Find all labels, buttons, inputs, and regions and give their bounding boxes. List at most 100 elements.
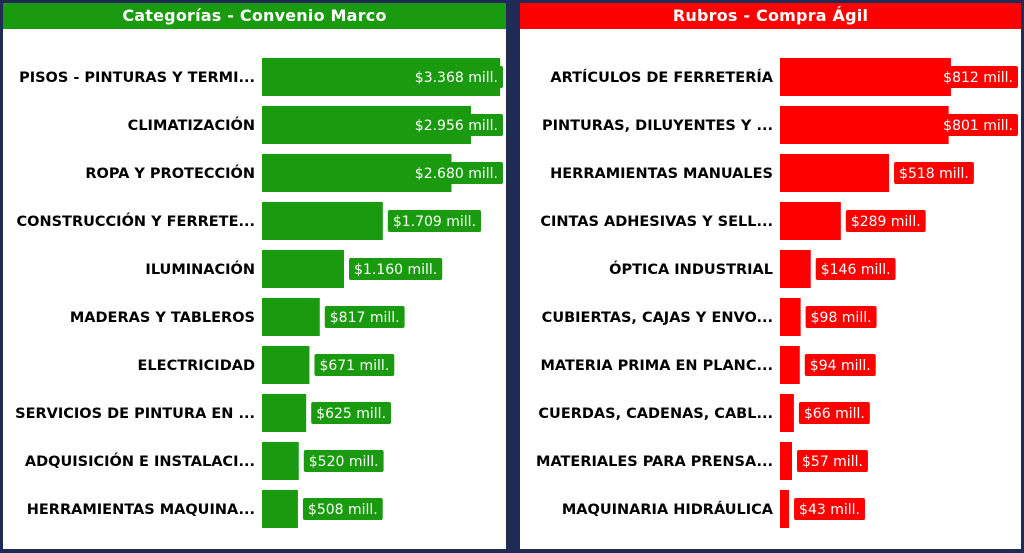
- value-label: $1.709 mill.: [393, 214, 476, 230]
- category-label: ELECTRICIDAD: [138, 358, 255, 374]
- bar-row: ELECTRICIDAD $671 mill.: [138, 346, 395, 384]
- category-label: MATERIALES PARA PRENSA...: [536, 454, 773, 470]
- value-label-background: [314, 354, 395, 376]
- category-label: CLIMATIZACIÓN: [128, 116, 255, 134]
- value-label-background: [798, 402, 870, 424]
- bar: [262, 202, 383, 240]
- category-label: PISOS - PINTURAS Y TERMI...: [19, 70, 255, 86]
- bar-row: CLIMATIZACIÓN $2.956 mill.: [128, 106, 503, 144]
- category-label: HERRAMIENTAS MAQUINA...: [27, 502, 255, 518]
- bar: [780, 250, 811, 288]
- bar-row: HERRAMIENTAS MANUALES $518 mill.: [550, 154, 974, 192]
- bar: [780, 202, 841, 240]
- value-label-background: [794, 498, 865, 520]
- bar: [780, 106, 949, 144]
- value-label-background: [302, 498, 383, 520]
- bar-row: ROPA Y PROTECCIÓN $2.680 mill.: [85, 154, 503, 192]
- value-label-background: [387, 210, 482, 232]
- value-label: $671 mill.: [319, 358, 389, 374]
- category-label: MADERAS Y TABLEROS: [70, 310, 255, 326]
- bar-row: CINTAS ADHESIVAS Y SELL... $289 mill.: [540, 202, 926, 240]
- value-label-background: [815, 258, 896, 280]
- category-label: HERRAMIENTAS MANUALES: [550, 166, 773, 182]
- bar: [262, 250, 345, 288]
- value-label-background: [349, 258, 443, 280]
- value-label: $625 mill.: [316, 406, 386, 422]
- category-label: MATERIA PRIMA EN PLANC...: [540, 358, 773, 374]
- bar: [262, 394, 307, 432]
- value-label-background: [805, 306, 877, 328]
- value-label-background: [938, 114, 1018, 136]
- bar: [780, 394, 794, 432]
- value-label: $812 mill.: [943, 70, 1013, 86]
- bar-row: MAQUINARIA HIDRÁULICA $43 mill.: [562, 490, 865, 528]
- value-label-background: [303, 450, 384, 472]
- bar-row: PINTURAS, DILUYENTES Y ... $801 mill.: [542, 106, 1018, 144]
- category-label: ADQUISICIÓN E INSTALACI...: [25, 452, 255, 470]
- bar-row: CONSTRUCCIÓN Y FERRETE... $1.709 mill.: [17, 202, 482, 240]
- value-label-background: [845, 210, 926, 232]
- bar-row: HERRAMIENTAS MAQUINA... $508 mill.: [27, 490, 383, 528]
- value-label-background: [409, 114, 503, 136]
- value-label: $801 mill.: [943, 118, 1013, 134]
- bar: [262, 442, 299, 480]
- value-label-background: [311, 402, 392, 424]
- category-label: MAQUINARIA HIDRÁULICA: [562, 501, 774, 518]
- bar: [780, 442, 792, 480]
- bar: [262, 346, 310, 384]
- value-label: $817 mill.: [330, 310, 400, 326]
- bar-row: ADQUISICIÓN E INSTALACI... $520 mill.: [25, 442, 384, 480]
- category-label: ROPA Y PROTECCIÓN: [85, 164, 255, 182]
- bar-row: MATERIALES PARA PRENSA... $57 mill.: [536, 442, 868, 480]
- value-label-background: [324, 306, 405, 328]
- bar-chart-compra-agil: ARTÍCULOS DE FERRETERÍA $812 mill. PINTURA…: [536, 58, 1018, 528]
- value-label: $98 mill.: [811, 310, 872, 326]
- bar-row: MADERAS Y TABLEROS $817 mill.: [70, 298, 405, 336]
- chart-title: Rubros - Compra Ágil: [520, 3, 1021, 29]
- bar: [780, 298, 801, 336]
- bar: [780, 490, 790, 528]
- bar-row: PISOS - PINTURAS Y TERMI... $3.368 mill.: [19, 58, 503, 96]
- value-label: $2.956 mill.: [415, 118, 498, 134]
- value-label: $518 mill.: [899, 166, 969, 182]
- value-label-background: [797, 450, 868, 472]
- chart-panel-convenio-marco: Categorías - Convenio Marco PISOS - PINT…: [3, 3, 506, 549]
- category-label: CINTAS ADHESIVAS Y SELL...: [540, 214, 773, 230]
- value-label: $43 mill.: [799, 502, 860, 518]
- category-label: PINTURAS, DILUYENTES Y ...: [542, 118, 773, 134]
- bar: [262, 298, 320, 336]
- category-label: CUBIERTAS, CAJAS Y ENVO...: [542, 310, 773, 326]
- value-label-background: [938, 66, 1018, 88]
- bar: [780, 58, 951, 96]
- chart-title: Categorías - Convenio Marco: [3, 3, 506, 29]
- value-label: $94 mill.: [810, 358, 871, 374]
- bar: [780, 346, 800, 384]
- value-label: $1.160 mill.: [354, 262, 437, 278]
- value-label-background: [409, 66, 503, 88]
- bar-row: ÓPTICA INDUSTRIAL $146 mill.: [609, 250, 896, 288]
- bar-chart-convenio-marco: PISOS - PINTURAS Y TERMI... $3.368 mill. C…: [15, 58, 503, 528]
- chart-panel-compra-agil: Rubros - Compra Ágil ARTÍCULOS DE FERRET…: [520, 3, 1021, 549]
- value-label: $2.680 mill.: [415, 166, 498, 182]
- bar-row: ARTÍCULOS DE FERRETERÍA $812 mill.: [550, 58, 1018, 96]
- value-label: $57 mill.: [802, 454, 863, 470]
- bar-row: CUBIERTAS, CAJAS Y ENVO... $98 mill.: [542, 298, 877, 336]
- bar: [780, 154, 890, 192]
- bar-row: ILUMINACIÓN $1.160 mill.: [145, 250, 443, 288]
- category-label: CONSTRUCCIÓN Y FERRETE...: [17, 212, 255, 230]
- value-label-background: [894, 162, 974, 184]
- bar: [262, 490, 298, 528]
- category-label: CUERDAS, CADENAS, CABL...: [538, 406, 773, 422]
- category-label: ILUMINACIÓN: [145, 260, 255, 278]
- category-label: ÓPTICA INDUSTRIAL: [609, 260, 773, 278]
- value-label: $520 mill.: [309, 454, 379, 470]
- bar-row: MATERIA PRIMA EN PLANC... $94 mill.: [540, 346, 876, 384]
- value-label: $66 mill.: [804, 406, 865, 422]
- bar-row: SERVICIOS DE PINTURA EN ... $625 mill.: [15, 394, 392, 432]
- value-label: $3.368 mill.: [415, 70, 498, 86]
- value-label: $146 mill.: [821, 262, 891, 278]
- category-label: SERVICIOS DE PINTURA EN ...: [15, 406, 255, 422]
- value-label-background: [409, 162, 503, 184]
- bar-row: CUERDAS, CADENAS, CABL... $66 mill.: [538, 394, 870, 432]
- category-label: ARTÍCULOS DE FERRETERÍA: [550, 69, 773, 86]
